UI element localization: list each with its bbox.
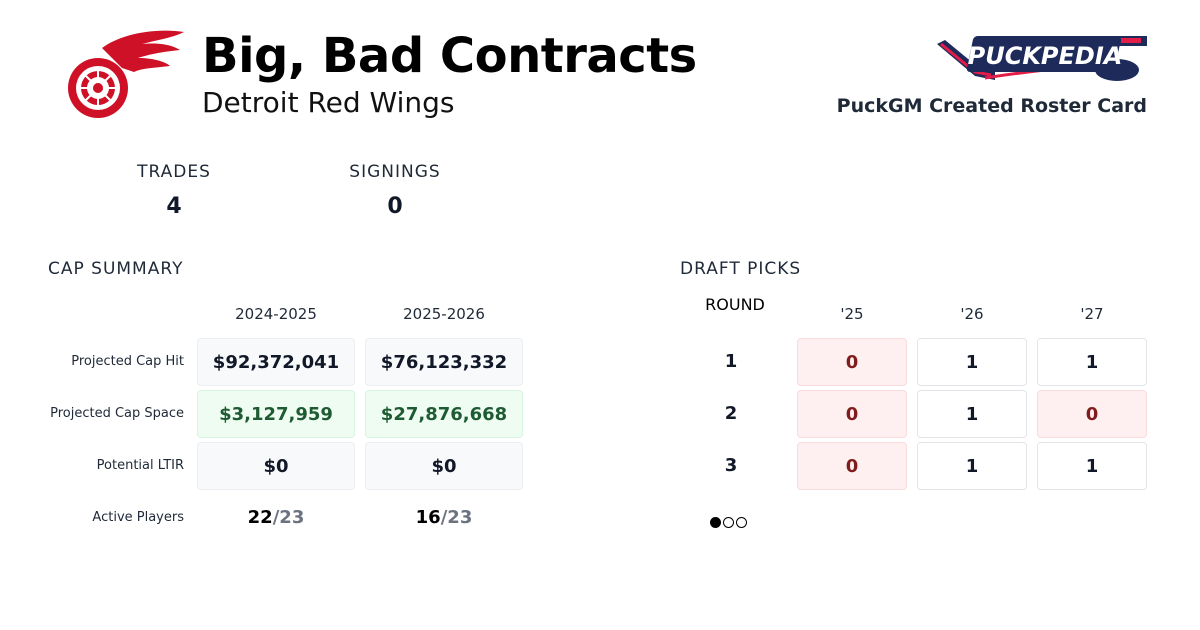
round-header: ROUND: [705, 295, 765, 314]
pick-cell: 1: [917, 338, 1027, 386]
page-dot[interactable]: [723, 517, 734, 528]
active-count: 16: [415, 507, 441, 528]
row-label: Active Players: [92, 510, 184, 525]
trades-count: 4: [166, 194, 182, 219]
pick-cell: 0: [1037, 390, 1147, 438]
trades-label: TRADES: [137, 162, 211, 182]
row-label: Potential LTIR: [96, 458, 184, 473]
roster-card-credit: PuckGM Created Roster Card: [836, 95, 1147, 117]
season-header: 2025-2026: [403, 305, 485, 323]
signings-count: 0: [387, 194, 403, 219]
team-logo-icon: [68, 30, 184, 118]
pick-cell: 0: [797, 338, 907, 386]
pick-cell: 0: [797, 442, 907, 490]
round-number: 1: [724, 351, 738, 372]
pick-cell: 1: [917, 442, 1027, 490]
active-max: /23: [440, 507, 473, 528]
ltir-cell: $0: [365, 442, 523, 490]
signings-label: SIGNINGS: [349, 162, 441, 182]
year-header: '27: [1080, 305, 1104, 323]
draft-picks-title: DRAFT PICKS: [680, 259, 802, 279]
pick-cell: 1: [1037, 338, 1147, 386]
cap-hit-cell: $76,123,332: [365, 338, 523, 386]
puckpedia-logo-icon: PUCKPEDIA: [937, 36, 1147, 81]
page-title: Big, Bad Contracts: [202, 28, 697, 84]
year-header: '26: [960, 305, 984, 323]
active-count: 22: [247, 507, 273, 528]
cap-space-cell: $27,876,668: [365, 390, 523, 438]
cap-hit-cell: $92,372,041: [197, 338, 355, 386]
cap-summary-title: CAP SUMMARY: [48, 259, 184, 279]
row-label: Projected Cap Space: [50, 406, 184, 421]
puckpedia-logo-text: PUCKPEDIA: [968, 42, 1123, 70]
page-dot-active[interactable]: [710, 517, 721, 528]
active-max: /23: [272, 507, 305, 528]
season-header: 2024-2025: [235, 305, 317, 323]
active-players: 22/23: [197, 507, 355, 528]
pick-cell: 1: [917, 390, 1027, 438]
row-label: Projected Cap Hit: [71, 354, 184, 369]
round-number: 3: [724, 455, 738, 476]
team-name: Detroit Red Wings: [202, 86, 455, 119]
ltir-cell: $0: [197, 442, 355, 490]
round-number: 2: [724, 403, 738, 424]
cap-space-cell: $3,127,959: [197, 390, 355, 438]
year-header: '25: [840, 305, 864, 323]
page-indicator: [710, 513, 749, 532]
pick-cell: 1: [1037, 442, 1147, 490]
active-players: 16/23: [365, 507, 523, 528]
pick-cell: 0: [797, 390, 907, 438]
page-dot[interactable]: [736, 517, 747, 528]
